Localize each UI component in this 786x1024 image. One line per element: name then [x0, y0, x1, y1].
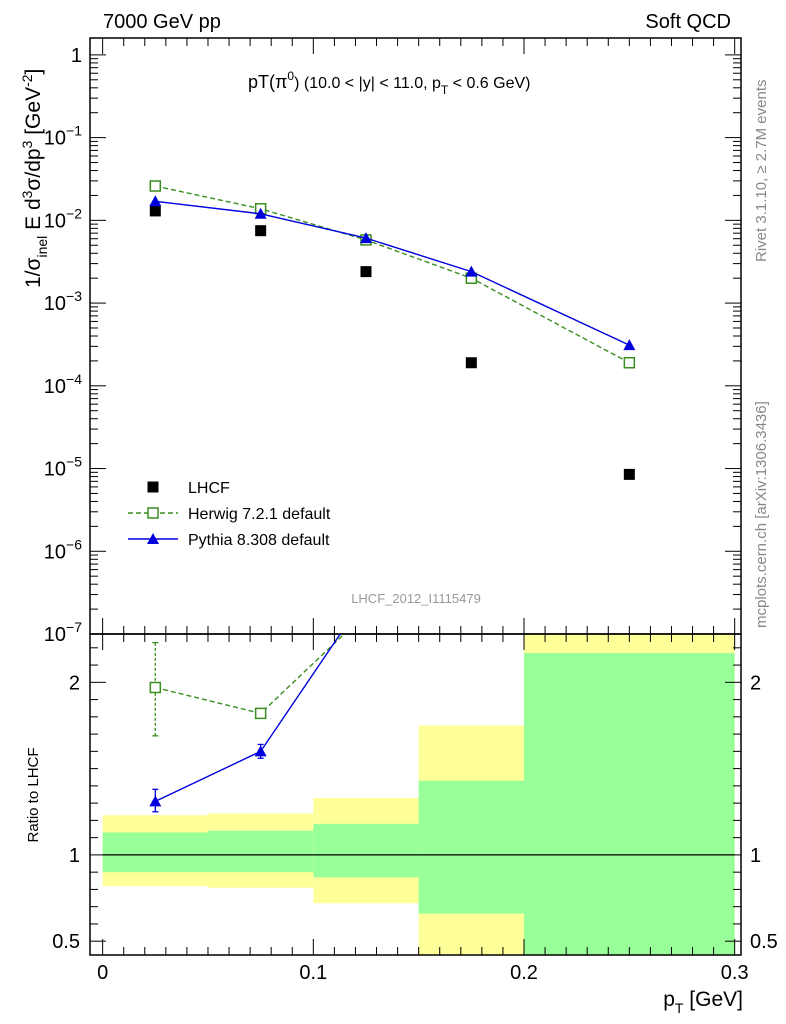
ratio-point-s1-1	[254, 745, 267, 757]
ylabel-part-sup2: 3	[19, 140, 35, 148]
main-y-tick-label-2: 10−2	[44, 205, 82, 232]
main-y-tick-label-0: 1	[71, 45, 82, 67]
ylabel-part-sub: inel	[34, 236, 50, 258]
x-tick-label-1: 0.1	[299, 962, 327, 984]
watermark: LHCF_2012_I1115479	[351, 591, 481, 606]
main-y-tick-exp: −2	[66, 205, 82, 221]
legend-label-0: LHCF	[188, 480, 230, 497]
main-y-tick-base: 10	[44, 459, 66, 481]
legend-marker-0	[147, 481, 159, 493]
ratio-band-inner-2	[313, 823, 419, 878]
main-point-s0-0	[149, 205, 161, 217]
main-y-tick-base: 10	[44, 210, 66, 232]
main-y-tick-exp: −4	[66, 371, 82, 387]
ratio-series	[149, 608, 371, 813]
ratio-y-axis-label: Ratio to LHCF	[25, 747, 42, 842]
main-plot-title: pT(π0) (10.0 < |y| < 11.0, pT < 0.6 GeV)	[248, 69, 530, 97]
xlabel-part-b: [GeV]	[683, 988, 743, 1011]
main-series	[149, 180, 636, 480]
ylabel-part-c: σ/dp	[22, 148, 45, 190]
ratio-point-s0-0	[149, 681, 162, 694]
xlabel-part-a: p	[663, 988, 675, 1011]
main-y-tick-label-4: 10−4	[44, 371, 82, 398]
main-point-s1-4	[623, 356, 636, 369]
x-tick-label-3: 0.3	[721, 962, 749, 984]
legend: LHCF Herwig 7.2.1 default Pythia 8.308 def…	[128, 480, 331, 549]
main-y-axis-label: 1/σinel E d3σ/dp3 [GeV-2]	[19, 69, 50, 288]
main-y-tick-base: 10	[44, 293, 66, 315]
main-point-s2-4	[623, 339, 636, 351]
main-point-s0-3	[465, 357, 477, 369]
main-point-s2-0	[149, 195, 162, 207]
main-y-tick-exp: −3	[66, 288, 82, 304]
header-right: Soft QCD	[645, 11, 731, 33]
ratio-axes: 0 0.1 0.2 0.30.5 0.51 12 2	[52, 633, 778, 984]
legend-marker-2	[147, 533, 159, 544]
main-y-tick-base: 10	[44, 128, 66, 150]
main-y-tick-label-3: 10−3	[44, 288, 82, 315]
main-point-s0-4	[623, 468, 635, 480]
title-part-a: pT(π	[248, 72, 287, 92]
ylabel-part-sup3: -2	[19, 74, 35, 87]
legend-label-1: Herwig 7.2.1 default	[188, 506, 331, 523]
main-y-tick-label-6: 10−6	[44, 536, 82, 563]
header-left: 7000 GeV pp	[103, 11, 221, 33]
ratio-point-s0-2	[361, 608, 371, 618]
x-tick-label-2: 0.2	[510, 962, 538, 984]
main-point-s2-1	[254, 207, 267, 219]
main-y-tick-base: 10	[44, 376, 66, 398]
xlabel-part-sub: T	[675, 1000, 684, 1016]
title-part-b: ) (10.0 < |y| < 11.0, p	[294, 75, 441, 92]
main-y-tick-label-1: 10−1	[44, 123, 82, 150]
ratio-point-s0-1	[254, 707, 267, 720]
ylabel-part-a: 1/σ	[22, 257, 45, 288]
main-point-s2-3	[465, 265, 478, 277]
ylabel-part-b: E d	[22, 198, 45, 235]
ratio-band-inner-0	[102, 832, 208, 873]
ratio-y-tick-label-1: 1	[69, 845, 80, 867]
ratio-y-tick-label-2: 2	[69, 672, 80, 694]
main-y-tick-label-7: 10−7	[44, 619, 82, 646]
x-tick-label-0: 0	[97, 962, 108, 984]
ratio-y-tick-label-0: 0.5	[52, 931, 80, 953]
rivet-label: Rivet 3.1.10, ≥ 2.7M events	[753, 80, 770, 263]
main-y-tick-base: 10	[44, 541, 66, 563]
main-series-line-1	[155, 185, 630, 364]
main-y-tick-exp: −1	[66, 123, 82, 139]
main-y-tick-label-5: 10−5	[44, 454, 82, 481]
main-point-s0-1	[255, 225, 267, 237]
main-y-tick-exp: −7	[66, 619, 82, 635]
ylabel-part-sup1: 3	[19, 190, 35, 198]
ratio-band-inner-4	[524, 652, 735, 955]
x-axis-label: pT [GeV]	[663, 988, 743, 1016]
main-y-tick-exp: −6	[66, 536, 82, 552]
main-point-s1-0	[149, 180, 162, 192]
ratio-y-tick-label-right-1: 1	[750, 845, 761, 867]
ratio-band-inner-3	[418, 780, 524, 914]
main-y-tick-exp: −5	[66, 454, 82, 470]
ratio-band-inner-1	[207, 830, 314, 873]
title-part-sub: T	[441, 83, 449, 97]
ratio-bands	[102, 634, 735, 955]
mcplots-label: mcplots.cern.ch [arXiv:1306.3436]	[753, 401, 770, 628]
main-point-s2-2	[359, 232, 372, 244]
main-point-s0-2	[360, 266, 372, 278]
main-axes: 110−110−210−310−410−510−610−7	[44, 37, 742, 646]
title-part-c: < 0.6 GeV)	[448, 75, 530, 92]
ylabel-part-d: [GeV	[22, 87, 45, 141]
ratio-plot-frame	[89, 633, 742, 956]
main-y-tick-base: 1	[71, 45, 82, 67]
ratio-y-tick-label-right-2: 2	[750, 672, 761, 694]
ratio-point-s1-0	[149, 795, 162, 807]
main-series-line-2	[155, 200, 630, 346]
legend-label-2: Pythia 8.308 default	[188, 532, 330, 549]
ratio-y-tick-label-right-0: 0.5	[750, 931, 778, 953]
title-part-sup: 0	[287, 69, 294, 83]
ylabel-part-e: ]	[22, 69, 45, 75]
legend-marker-1	[147, 507, 159, 519]
main-y-tick-base: 10	[44, 624, 66, 646]
